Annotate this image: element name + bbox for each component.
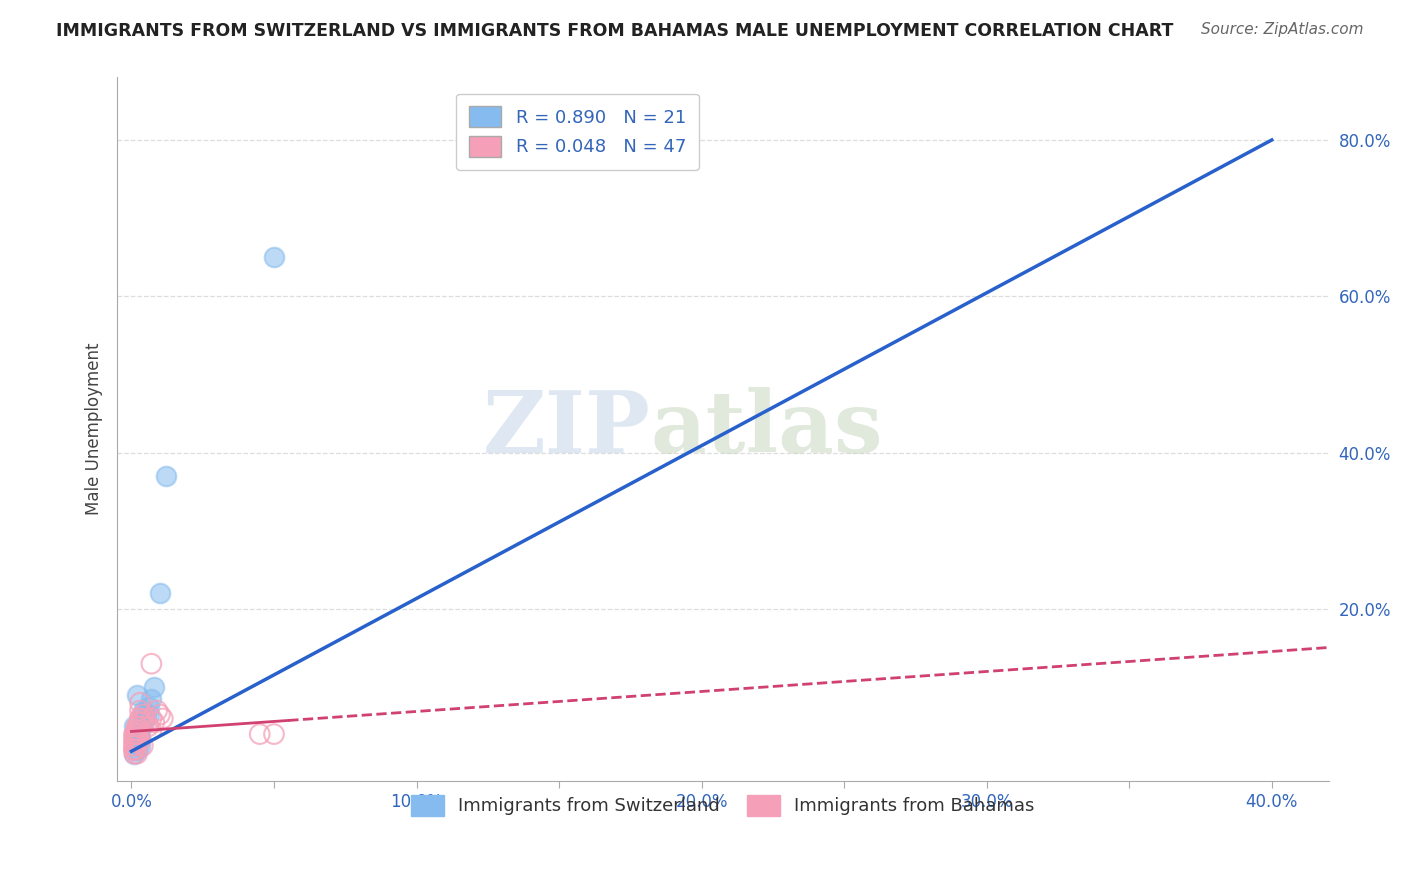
Point — [129, 715, 152, 730]
Point — [127, 719, 149, 733]
Point — [129, 704, 152, 718]
Point — [127, 719, 149, 733]
Point — [127, 723, 149, 738]
Point — [124, 731, 146, 745]
Point — [124, 719, 146, 733]
Point — [127, 735, 149, 749]
Point — [129, 711, 152, 725]
Point — [132, 704, 155, 718]
Text: IMMIGRANTS FROM SWITZERLAND VS IMMIGRANTS FROM BAHAMAS MALE UNEMPLOYMENT CORRELA: IMMIGRANTS FROM SWITZERLAND VS IMMIGRANT… — [56, 22, 1174, 40]
Point — [138, 699, 160, 714]
Point — [127, 727, 149, 741]
Point — [135, 711, 157, 725]
Point — [129, 715, 152, 730]
Y-axis label: Male Unemployment: Male Unemployment — [86, 343, 103, 516]
Point — [124, 731, 146, 745]
Point — [124, 742, 146, 756]
Point — [146, 704, 169, 718]
Point — [124, 735, 146, 749]
Point — [129, 723, 152, 738]
Point — [132, 715, 155, 730]
Point — [124, 747, 146, 761]
Point — [263, 250, 285, 264]
Point — [127, 747, 149, 761]
Point — [141, 723, 163, 738]
Legend: Immigrants from Switzerland, Immigrants from Bahamas: Immigrants from Switzerland, Immigrants … — [402, 786, 1043, 825]
Text: ZIP: ZIP — [482, 387, 651, 471]
Point — [143, 680, 166, 694]
Point — [129, 731, 152, 745]
Point — [135, 711, 157, 725]
Point — [127, 735, 149, 749]
Point — [129, 739, 152, 753]
Point — [141, 711, 163, 725]
Point — [141, 692, 163, 706]
Point — [127, 727, 149, 741]
Point — [143, 715, 166, 730]
Point — [124, 727, 146, 741]
Point — [124, 727, 146, 741]
Point — [152, 711, 174, 725]
Point — [124, 742, 146, 756]
Text: Source: ZipAtlas.com: Source: ZipAtlas.com — [1201, 22, 1364, 37]
Point — [132, 719, 155, 733]
Point — [138, 719, 160, 733]
Point — [132, 715, 155, 730]
Point — [124, 735, 146, 749]
Point — [127, 723, 149, 738]
Point — [149, 586, 172, 600]
Point — [249, 727, 271, 741]
Point — [124, 742, 146, 756]
Point — [132, 739, 155, 753]
Point — [263, 727, 285, 741]
Point — [129, 711, 152, 725]
Point — [129, 731, 152, 745]
Point — [127, 727, 149, 741]
Point — [149, 707, 172, 722]
Point — [141, 657, 163, 671]
Point — [129, 735, 152, 749]
Point — [124, 739, 146, 753]
Point — [127, 723, 149, 738]
Point — [155, 469, 177, 483]
Point — [127, 731, 149, 745]
Point — [132, 707, 155, 722]
Point — [124, 735, 146, 749]
Point — [124, 742, 146, 756]
Text: atlas: atlas — [651, 387, 883, 471]
Point — [127, 727, 149, 741]
Point — [129, 696, 152, 710]
Point — [138, 707, 160, 722]
Point — [124, 747, 146, 761]
Point — [124, 739, 146, 753]
Point — [132, 707, 155, 722]
Point — [127, 742, 149, 756]
Point — [127, 688, 149, 702]
